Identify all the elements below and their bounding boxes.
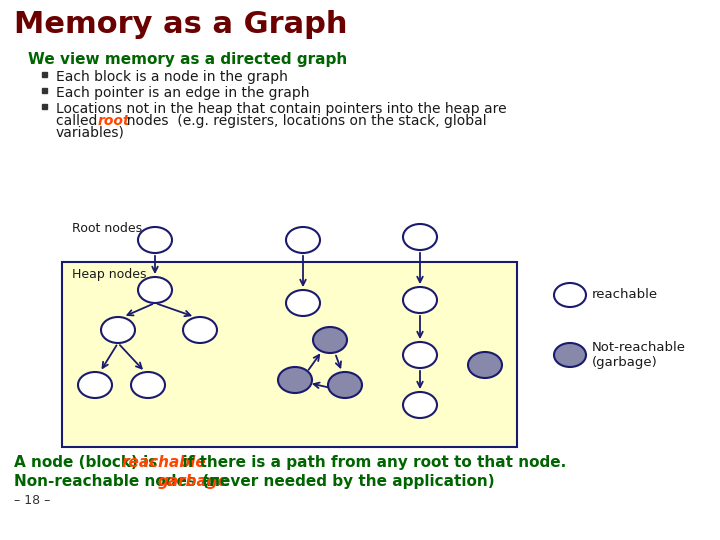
Text: – 18 –: – 18 – [14,494,50,507]
Ellipse shape [403,392,437,418]
Text: Each pointer is an edge in the graph: Each pointer is an edge in the graph [56,86,310,100]
Text: reachable: reachable [122,455,207,470]
Ellipse shape [403,224,437,250]
Text: reachable: reachable [592,288,658,301]
Ellipse shape [278,367,312,393]
Ellipse shape [554,283,586,307]
Bar [62,262,517,447]
Ellipse shape [183,317,217,343]
Text: A node (block) is: A node (block) is [14,455,163,470]
Text: Root nodes: Root nodes [72,222,142,235]
Text: nodes  (e.g. registers, locations on the stack, global: nodes (e.g. registers, locations on the … [118,114,487,128]
Text: We view memory as a directed graph: We view memory as a directed graph [28,52,347,67]
Bar [42,72,47,77]
Ellipse shape [138,227,172,253]
Text: Heap nodes: Heap nodes [72,268,146,281]
Ellipse shape [131,372,165,398]
Text: Locations not in the heap that contain pointers into the heap are: Locations not in the heap that contain p… [56,102,507,116]
Text: variables): variables) [56,126,125,140]
Text: (never needed by the application): (never needed by the application) [197,474,494,489]
Text: Non-reachable nodes are: Non-reachable nodes are [14,474,235,489]
Ellipse shape [286,290,320,316]
Ellipse shape [403,287,437,313]
Text: if there is a path from any root to that node.: if there is a path from any root to that… [171,455,566,470]
Text: Memory as a Graph: Memory as a Graph [14,10,348,39]
Text: Each block is a node in the graph: Each block is a node in the graph [56,70,288,84]
Ellipse shape [468,352,502,378]
Text: Not-reachable
(garbage): Not-reachable (garbage) [592,341,686,369]
Bar [42,88,47,93]
Text: called: called [56,114,102,128]
Ellipse shape [138,277,172,303]
Ellipse shape [554,343,586,367]
Text: root: root [98,114,130,128]
Ellipse shape [101,317,135,343]
Text: garbage: garbage [158,474,229,489]
Ellipse shape [78,372,112,398]
Ellipse shape [328,372,362,398]
Ellipse shape [313,327,347,353]
Ellipse shape [286,227,320,253]
Bar [42,104,47,109]
Ellipse shape [403,342,437,368]
